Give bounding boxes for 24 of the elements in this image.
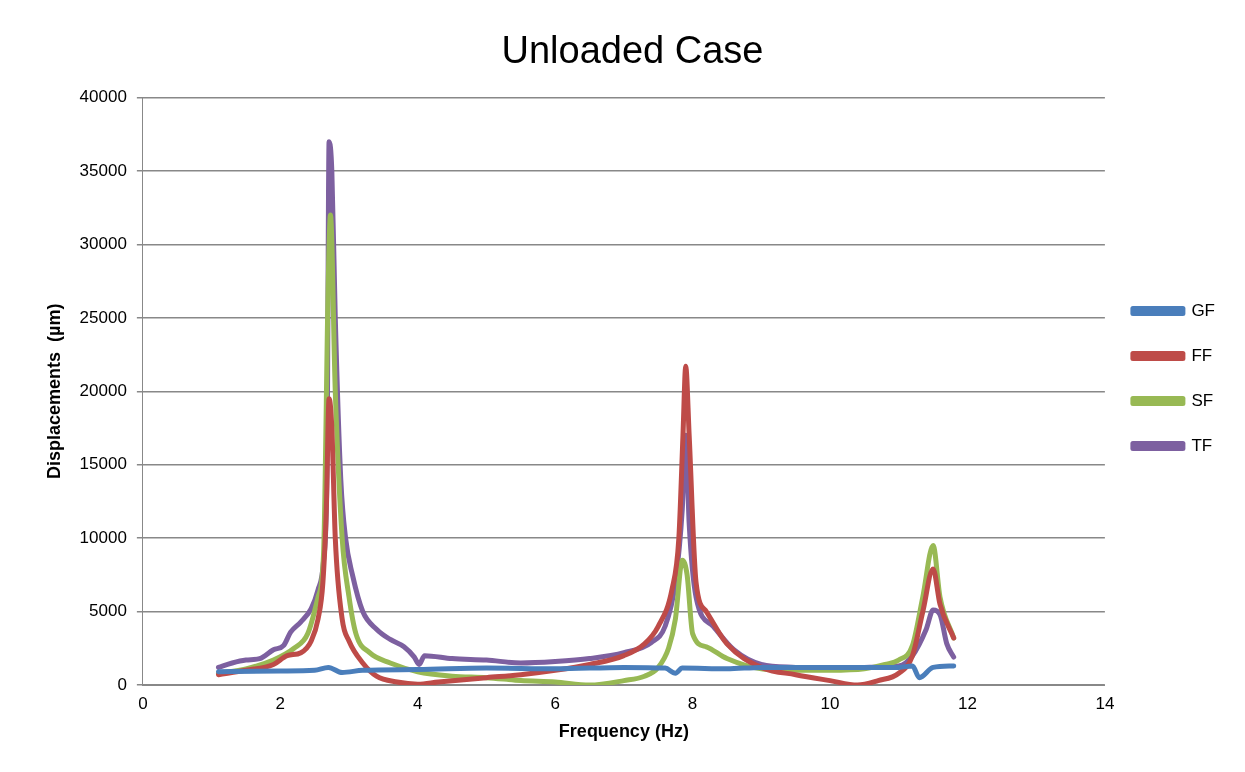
y-tick-label: 30000	[79, 234, 127, 254]
x-tick-label: 12	[958, 693, 977, 713]
y-axis-title: Displacements (µm)	[43, 303, 64, 480]
legend-label: GF	[1191, 300, 1215, 320]
y-tick-label: 20000	[79, 380, 127, 400]
x-tick-label: 2	[275, 693, 286, 713]
y-tick-label: 0	[117, 674, 127, 694]
x-axis-title: Frequency (Hz)	[558, 721, 689, 742]
y-tick-label: 10000	[79, 527, 127, 547]
y-tick-label: 40000	[79, 87, 127, 107]
y-tick-label: 35000	[79, 160, 127, 180]
x-tick-label: 4	[413, 693, 423, 713]
y-tick-label: 15000	[79, 454, 127, 474]
x-tick-label: 8	[687, 693, 698, 713]
legend-label: TF	[1191, 435, 1213, 455]
x-tick-label: 10	[820, 693, 840, 713]
y-tick-label: 25000	[79, 307, 127, 327]
x-tick-label: 14	[1095, 693, 1115, 713]
chart-title: Unloaded Case	[501, 29, 764, 72]
x-tick-label: 6	[550, 693, 560, 713]
x-tick-label: 0	[138, 693, 148, 713]
y-tick-label: 5000	[89, 601, 127, 621]
legend-label: FF	[1191, 345, 1213, 365]
legend-label: SF	[1191, 390, 1214, 410]
